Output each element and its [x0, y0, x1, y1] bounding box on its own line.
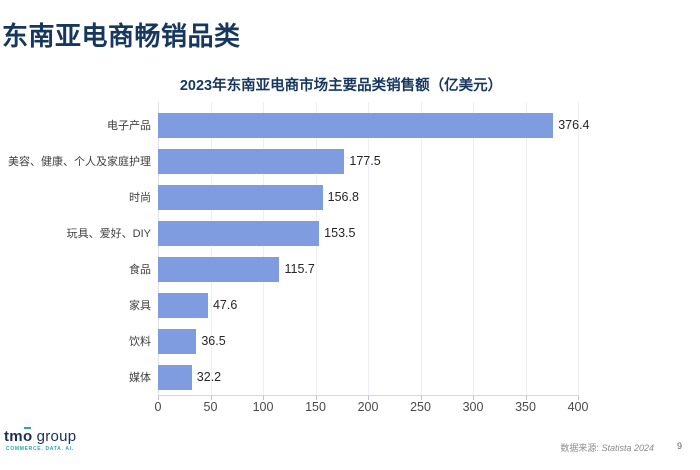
- value-label: 153.5: [324, 225, 356, 240]
- gridline: [420, 102, 422, 395]
- category-label: 食品: [129, 264, 151, 276]
- axis-tick: [368, 396, 369, 400]
- bar-track: 156.8: [158, 184, 578, 210]
- bar-track: 376.4: [158, 112, 590, 138]
- value-label: 115.7: [284, 261, 315, 276]
- bar-track: 115.7: [158, 256, 578, 282]
- bar-row: 美容、健康、个人及家庭护理 177.5: [0, 143, 700, 179]
- axis-tick: [578, 396, 579, 400]
- data-source-name: Statista 2024: [601, 443, 654, 453]
- bar-row: 媒体 32.2: [0, 359, 700, 395]
- gridline: [263, 102, 264, 395]
- data-source: 数据来源: Statista 2024: [560, 441, 654, 454]
- category-label: 时尚: [129, 192, 151, 204]
- x-tick-label: 300: [462, 400, 484, 414]
- bar-track: 47.6: [158, 292, 578, 318]
- bar: [158, 364, 192, 390]
- bar-row: 时尚 156.8: [0, 179, 700, 215]
- axis-tick: [473, 396, 474, 400]
- gridline: [578, 102, 579, 395]
- x-tick-label: 100: [252, 400, 274, 414]
- logo-tagline: COMMERCE. DATA. AI.: [6, 446, 74, 452]
- category-label: 家具: [129, 300, 151, 312]
- value-label: 156.8: [327, 189, 359, 204]
- category-label: 饮料: [129, 336, 151, 348]
- gridline: [315, 102, 317, 395]
- bar-row: 家具 47.6: [0, 287, 700, 323]
- logo-text-group: group: [32, 428, 77, 445]
- x-tick-label: 50: [203, 400, 218, 414]
- category-label: 玩具、爱好、DIY: [66, 228, 151, 240]
- bar: [158, 220, 320, 246]
- x-tick-label: 200: [357, 400, 379, 414]
- axis-tick: [263, 396, 264, 400]
- bar-track: 32.2: [158, 364, 578, 390]
- bar: [158, 148, 345, 174]
- value-label: 47.6: [212, 297, 238, 312]
- bar-track: 153.5: [158, 220, 578, 246]
- x-tick-label: 350: [515, 400, 536, 414]
- gridline: [158, 102, 159, 395]
- bar-track: 36.5: [158, 328, 578, 354]
- bar-track: 177.5: [158, 148, 578, 174]
- bar: [158, 184, 323, 210]
- value-label: 177.5: [349, 153, 381, 168]
- page-number: 9: [676, 441, 682, 451]
- axis-tick: [315, 396, 317, 400]
- category-label: 媒体: [129, 372, 151, 384]
- x-axis-line: [158, 395, 579, 396]
- axis-tick: [420, 396, 422, 400]
- bar-row: 电子产品 376.4: [0, 107, 700, 143]
- bar: [158, 112, 554, 138]
- logo-text-tm: tm: [4, 428, 23, 445]
- category-label: 美容、健康、个人及家庭护理: [8, 156, 151, 168]
- axis-tick: [210, 396, 212, 400]
- chart-gridlines: [158, 102, 579, 395]
- value-label: 376.4: [558, 117, 590, 132]
- gridline: [368, 102, 369, 395]
- axis-tick: [158, 396, 159, 400]
- value-label: 32.2: [196, 369, 222, 384]
- x-tick-label: 150: [305, 400, 326, 414]
- gridline: [473, 102, 474, 395]
- bar-row: 食品 115.7: [0, 251, 700, 287]
- category-label: 电子产品: [107, 120, 151, 132]
- bar: [158, 256, 280, 282]
- x-tick-label: 0: [154, 400, 162, 414]
- tmo-group-logo: tmo group: [4, 428, 76, 445]
- logo-text-o: o: [22, 428, 33, 445]
- bar-row: 饮料 36.5: [0, 323, 700, 359]
- gridline: [525, 102, 527, 395]
- chart-title: 2023年东南亚电商市场主要品类销售额（亿美元）: [179, 78, 503, 94]
- bar-row: 玩具、爱好、DIY 153.5: [0, 215, 700, 251]
- x-tick-label: 400: [567, 400, 589, 414]
- page-title: 东南亚电商畅销品类: [2, 21, 241, 51]
- gridline: [210, 102, 212, 395]
- axis-tick: [525, 396, 527, 400]
- value-label: 36.5: [201, 333, 226, 348]
- data-source-prefix: 数据来源:: [560, 443, 599, 453]
- x-tick-label: 250: [410, 400, 431, 414]
- bar-rows: 电子产品 376.4 美容、健康、个人及家庭护理 177.5 时尚 156.8 玩具、爱好、…: [0, 107, 700, 395]
- bar: [158, 292, 208, 318]
- bar: [158, 328, 197, 354]
